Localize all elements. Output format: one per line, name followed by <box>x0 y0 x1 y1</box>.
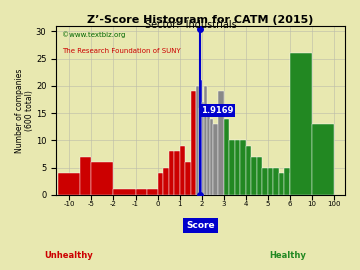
Bar <box>246 146 251 195</box>
Bar <box>235 140 240 195</box>
Bar <box>58 173 80 195</box>
Bar <box>224 119 229 195</box>
Bar <box>147 190 158 195</box>
Bar <box>240 140 246 195</box>
Bar <box>210 119 213 195</box>
Text: Score: Score <box>186 221 215 230</box>
Bar <box>204 86 207 195</box>
Bar <box>180 146 185 195</box>
Bar <box>158 173 163 195</box>
Bar <box>174 151 180 195</box>
Bar <box>91 162 113 195</box>
Bar <box>135 190 147 195</box>
Bar <box>290 173 291 195</box>
Y-axis label: Number of companies
(600 total): Number of companies (600 total) <box>15 68 35 153</box>
Bar <box>200 80 202 195</box>
Bar <box>213 124 218 195</box>
Bar <box>191 91 196 195</box>
Bar <box>257 157 262 195</box>
Text: 1.9169: 1.9169 <box>201 106 233 115</box>
Bar <box>284 168 290 195</box>
Text: Sector:  Industrials: Sector: Industrials <box>145 20 237 30</box>
Bar <box>113 190 135 195</box>
Title: Z’-Score Histogram for CATM (2015): Z’-Score Histogram for CATM (2015) <box>87 15 314 25</box>
Bar <box>273 168 279 195</box>
Bar <box>262 168 268 195</box>
Bar <box>163 168 168 195</box>
Text: Healthy: Healthy <box>270 251 306 260</box>
Bar <box>290 53 312 195</box>
Text: Unhealthy: Unhealthy <box>44 251 93 260</box>
Bar <box>202 102 204 195</box>
Bar <box>268 168 273 195</box>
Bar <box>218 91 224 195</box>
Bar <box>168 151 174 195</box>
Bar <box>207 113 210 195</box>
Text: ©www.textbiz.org: ©www.textbiz.org <box>62 31 125 38</box>
Bar <box>279 173 284 195</box>
Bar <box>229 140 235 195</box>
Bar <box>196 86 199 195</box>
Bar <box>80 157 91 195</box>
Bar <box>312 124 334 195</box>
Bar <box>185 162 191 195</box>
Bar <box>199 108 200 195</box>
Bar <box>251 157 257 195</box>
Text: The Research Foundation of SUNY: The Research Foundation of SUNY <box>62 48 181 54</box>
